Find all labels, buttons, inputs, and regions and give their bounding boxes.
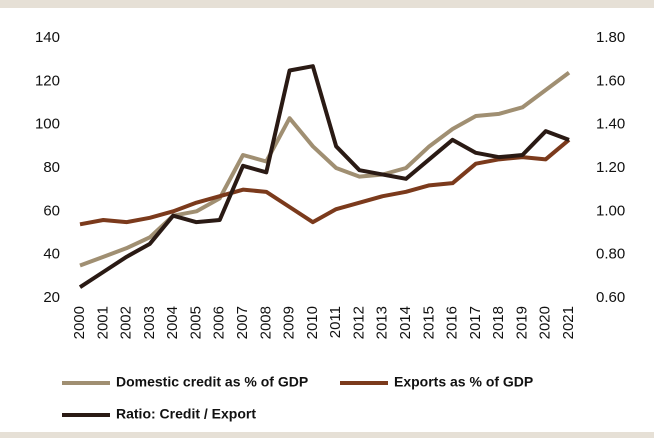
x-tick-label: 2002	[118, 306, 135, 339]
y-tick-label: 120	[35, 72, 60, 89]
legend-label: Ratio: Credit / Export	[116, 406, 256, 422]
y-tick-label: 40	[43, 246, 60, 263]
legend-label: Domestic credit as % of GDP	[116, 374, 308, 390]
x-tick-label: 2006	[211, 306, 228, 339]
x-tick-label: 2015	[420, 306, 437, 339]
x-tick-label: 2001	[94, 306, 111, 339]
y2-tick-label: 1.40	[596, 116, 625, 133]
y2-tick-label: 0.80	[596, 246, 625, 263]
x-tick-label: 2018	[490, 306, 507, 339]
y-tick-label: 20	[43, 289, 60, 306]
y-tick-label: 80	[43, 159, 60, 176]
y2-tick-label: 1.80	[596, 29, 625, 46]
x-tick-label: 2020	[537, 306, 554, 339]
series-line	[79, 71, 571, 268]
x-tick-label: 2016	[444, 306, 461, 339]
x-tick-label: 2014	[397, 306, 414, 339]
x-tick-label: 2003	[141, 306, 158, 339]
x-tick-label: 2021	[560, 306, 577, 339]
x-tick-label: 2007	[234, 306, 251, 339]
x-tick-label: 2008	[257, 306, 274, 339]
x-tick-label: 2010	[304, 306, 321, 339]
y-tick-label: 100	[35, 116, 60, 133]
y2-tick-label: 1.20	[596, 159, 625, 176]
x-tick-label: 2017	[467, 306, 484, 339]
series-line	[78, 64, 570, 289]
x-tick-label: 2005	[187, 306, 204, 339]
x-tick-label: 2019	[513, 306, 530, 339]
x-tick-label: 2013	[374, 306, 391, 339]
x-tick-label: 2000	[71, 306, 88, 339]
legend-label: Exports as % of GDP	[394, 374, 533, 390]
series-line	[79, 138, 571, 227]
x-tick-label: 2012	[350, 306, 367, 339]
top-band	[0, 0, 654, 8]
y-tick-label: 140	[35, 29, 60, 46]
y2-tick-label: 1.00	[596, 202, 625, 219]
y-tick-label: 60	[43, 202, 60, 219]
x-tick-label: 2011	[327, 306, 344, 338]
y2-tick-label: 0.60	[596, 289, 625, 306]
y2-tick-label: 1.60	[596, 72, 625, 89]
x-tick-label: 2009	[281, 306, 298, 339]
x-tick-label: 2004	[164, 306, 181, 339]
bottom-band	[0, 432, 654, 438]
